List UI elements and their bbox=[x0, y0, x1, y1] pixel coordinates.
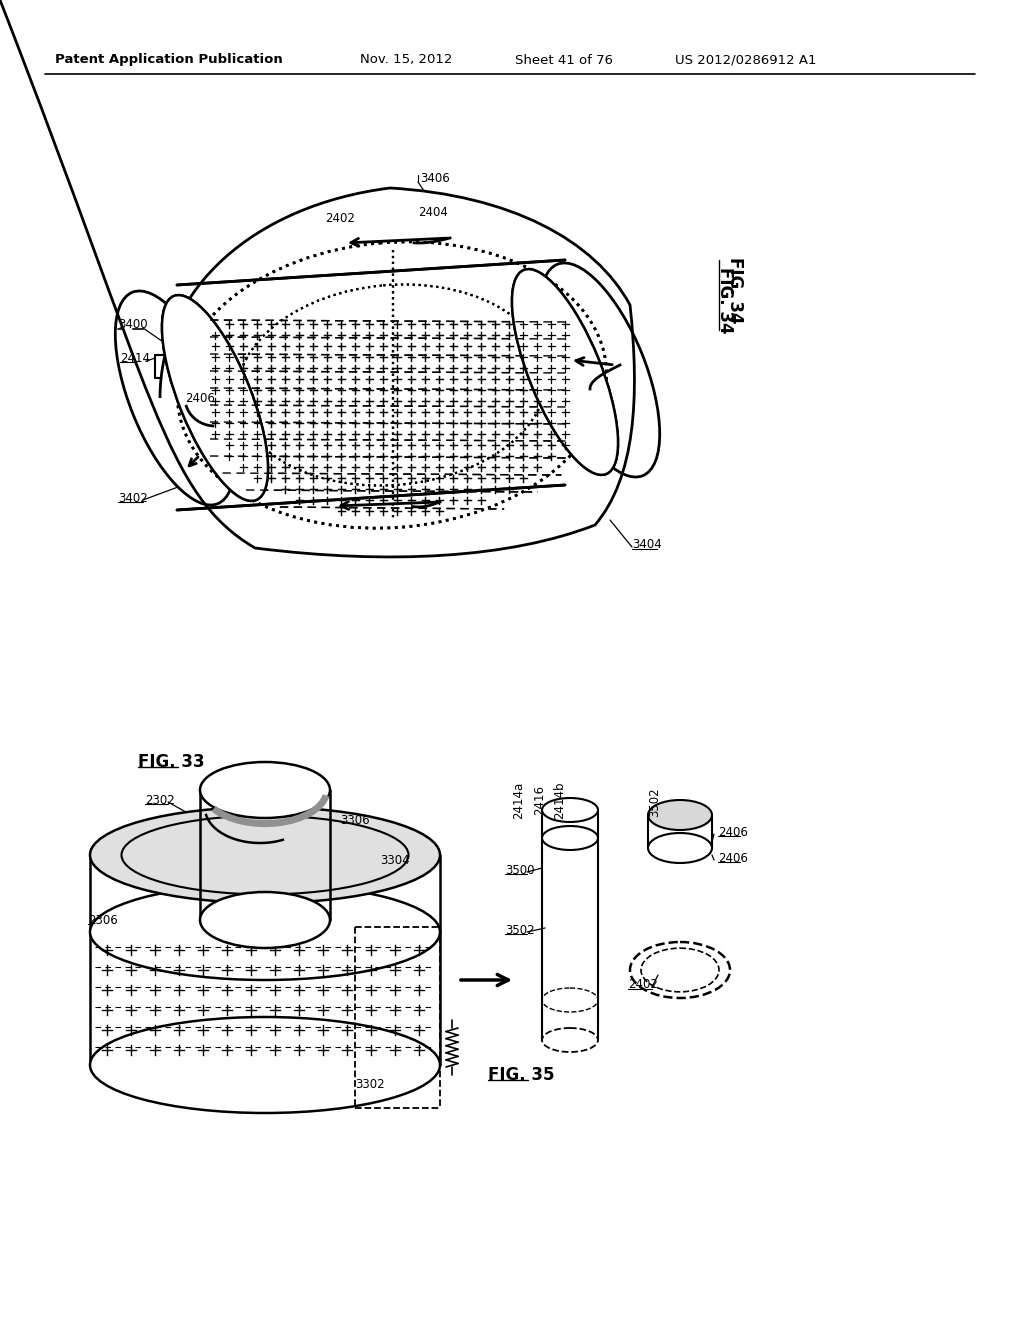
Ellipse shape bbox=[90, 807, 440, 903]
Ellipse shape bbox=[542, 799, 598, 822]
Text: FIG. 33: FIG. 33 bbox=[138, 752, 205, 771]
Text: 3306: 3306 bbox=[340, 813, 370, 826]
Text: 2414a: 2414a bbox=[512, 781, 525, 818]
Text: Sheet 41 of 76: Sheet 41 of 76 bbox=[515, 54, 613, 66]
Text: 3406: 3406 bbox=[420, 172, 450, 185]
Ellipse shape bbox=[162, 296, 268, 500]
Text: FIG. 35: FIG. 35 bbox=[488, 1067, 555, 1084]
Text: 3304: 3304 bbox=[380, 854, 410, 866]
Text: FIG. 34: FIG. 34 bbox=[726, 256, 744, 323]
Ellipse shape bbox=[90, 884, 440, 979]
Text: 2414: 2414 bbox=[120, 351, 150, 364]
Text: 2416: 2416 bbox=[534, 785, 546, 814]
Text: 2406: 2406 bbox=[718, 825, 748, 838]
Ellipse shape bbox=[542, 826, 598, 850]
Ellipse shape bbox=[648, 800, 712, 830]
Text: 3404: 3404 bbox=[632, 539, 662, 552]
Ellipse shape bbox=[648, 833, 712, 863]
Text: 3502: 3502 bbox=[505, 924, 535, 936]
Ellipse shape bbox=[200, 892, 330, 948]
PathPatch shape bbox=[0, 187, 635, 1320]
Text: FIG. 34: FIG. 34 bbox=[716, 267, 734, 334]
Ellipse shape bbox=[90, 1016, 440, 1113]
Polygon shape bbox=[215, 268, 565, 503]
Ellipse shape bbox=[162, 296, 268, 500]
Ellipse shape bbox=[512, 269, 618, 475]
Text: 2406: 2406 bbox=[185, 392, 215, 404]
Text: Patent Application Publication: Patent Application Publication bbox=[55, 54, 283, 66]
Text: 2404: 2404 bbox=[418, 206, 447, 219]
Polygon shape bbox=[215, 268, 565, 503]
Text: 3400: 3400 bbox=[118, 318, 147, 331]
Text: 2402: 2402 bbox=[325, 211, 355, 224]
Ellipse shape bbox=[512, 269, 618, 475]
Text: 3402: 3402 bbox=[118, 491, 147, 504]
Text: 2414b: 2414b bbox=[553, 781, 566, 818]
Text: 3502: 3502 bbox=[648, 787, 662, 817]
Text: US 2012/0286912 A1: US 2012/0286912 A1 bbox=[675, 54, 816, 66]
Text: Nov. 15, 2012: Nov. 15, 2012 bbox=[360, 54, 453, 66]
Text: 2306: 2306 bbox=[88, 913, 118, 927]
Ellipse shape bbox=[200, 762, 330, 818]
Text: 2402: 2402 bbox=[628, 978, 657, 991]
Text: 2406: 2406 bbox=[718, 851, 748, 865]
Text: 2302: 2302 bbox=[145, 793, 175, 807]
Text: 3500: 3500 bbox=[505, 863, 535, 876]
Text: 3302: 3302 bbox=[355, 1078, 385, 1092]
